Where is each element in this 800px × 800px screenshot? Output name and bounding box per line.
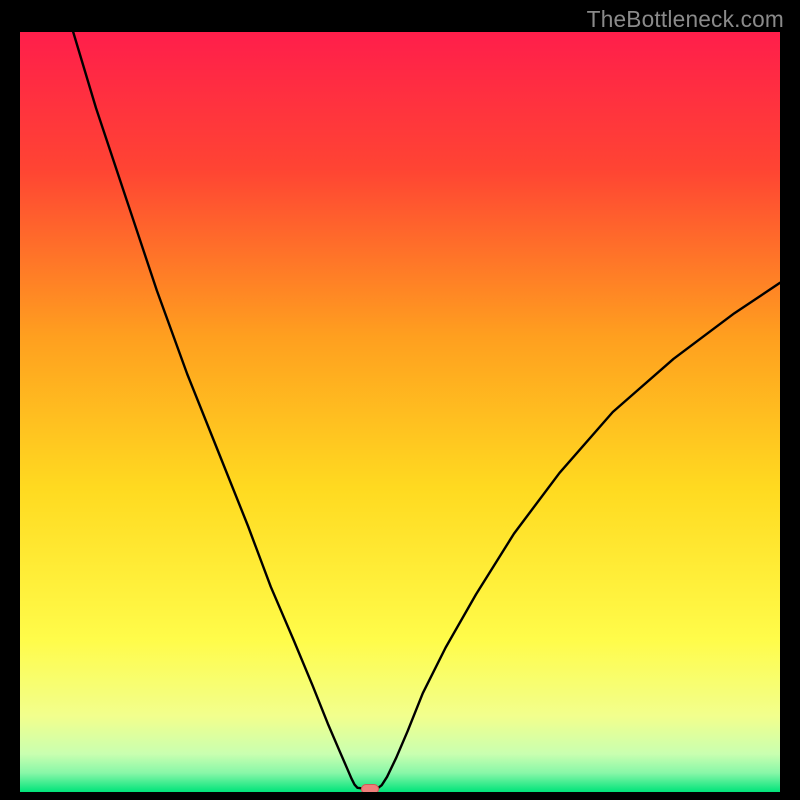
optimum-marker xyxy=(361,784,379,792)
plot-area xyxy=(20,32,780,792)
chart-frame: TheBottleneck.com xyxy=(0,0,800,800)
watermark-text: TheBottleneck.com xyxy=(587,6,784,33)
bottleneck-curve xyxy=(20,32,780,792)
